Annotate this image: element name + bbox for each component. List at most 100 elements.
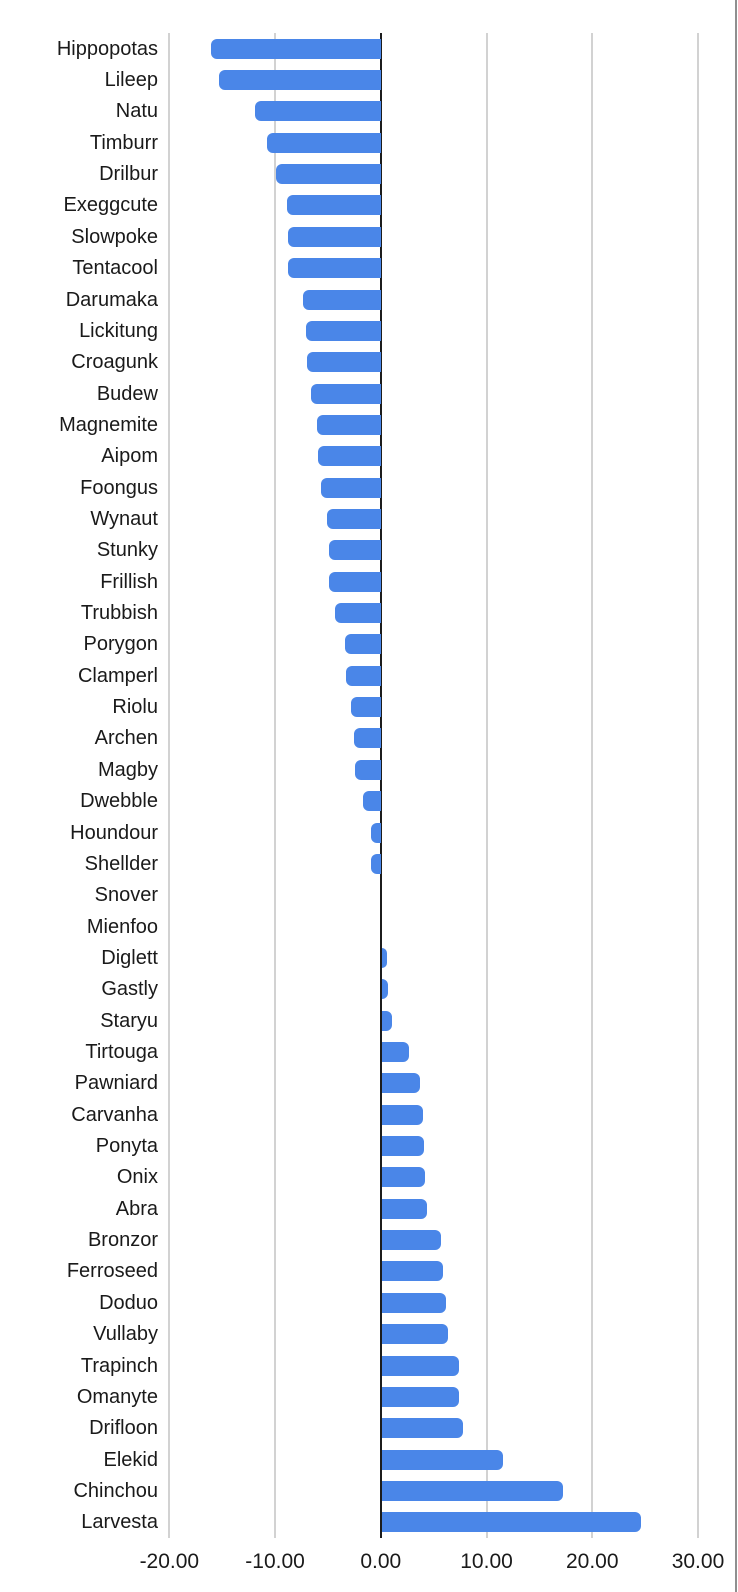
bar-chinchou (381, 1480, 563, 1501)
bar-carvanha (381, 1104, 424, 1125)
y-axis-label: Tentacool (72, 257, 158, 280)
y-axis-label: Budew (96, 382, 158, 405)
y-axis-label: Lileep (104, 69, 158, 92)
y-axis-label: Wynaut (90, 507, 158, 530)
y-axis-label: Ponyta (95, 1135, 158, 1158)
bar-magby (355, 759, 381, 780)
window-right-border (735, 0, 737, 1592)
bar-tentacool (287, 258, 381, 279)
y-axis-label: Snover (94, 884, 158, 907)
y-axis-label: Porygon (83, 633, 159, 656)
bar-staryu (381, 1010, 393, 1031)
x-axis-tick-label: 30.00 (671, 1550, 725, 1573)
bar-natu (254, 101, 381, 122)
bar-drifloon (381, 1418, 464, 1439)
y-axis-label: Croagunk (71, 351, 158, 374)
y-axis-label: Mienfoo (86, 915, 158, 938)
y-axis-label: Riolu (112, 696, 158, 719)
y-axis-label: Carvanha (71, 1103, 158, 1126)
x-axis-tick-label: -10.00 (245, 1550, 305, 1573)
y-axis-label: Trubbish (80, 602, 158, 625)
y-axis-label: Gastly (101, 978, 158, 1001)
y-axis-label: Omanyte (76, 1385, 158, 1408)
y-axis-label: Doduo (99, 1291, 158, 1314)
y-axis-label: Tirtouga (85, 1041, 158, 1063)
bar-bronzor (381, 1230, 441, 1251)
bar-foongus (320, 477, 381, 498)
y-axis-label: Pawniard (74, 1072, 158, 1095)
y-axis-label: Drilbur (99, 163, 158, 186)
x-axis-tick-label: 0.00 (360, 1550, 402, 1573)
y-axis-label: Diglett (101, 946, 158, 969)
y-axis-label: Archen (94, 727, 158, 750)
y-axis-label: Clamperl (77, 664, 158, 687)
bar-drilbur (276, 164, 381, 185)
bar-clamperl (345, 665, 381, 686)
y-axis-label: Slowpoke (71, 225, 158, 248)
gridline (696, 33, 699, 1538)
bar-vullaby (381, 1324, 449, 1345)
y-axis-label: Chinchou (73, 1479, 158, 1502)
y-axis-label: Exeggcute (63, 194, 158, 217)
y-axis-label: Stunky (96, 539, 158, 562)
y-axis-label: Dwebble (80, 790, 158, 813)
gridline (168, 33, 171, 1538)
bar-ferroseed (381, 1261, 444, 1282)
y-axis-label: Foongus (80, 476, 158, 499)
bar-slowpoke (287, 226, 381, 247)
bar-lileep (219, 70, 381, 91)
y-axis-label: Hippopotas (56, 37, 158, 60)
bar-trapinch (381, 1355, 459, 1376)
y-axis-label: Magby (97, 758, 158, 781)
y-axis-label: Staryu (100, 1009, 158, 1032)
y-axis-label: Onix (116, 1166, 158, 1189)
bar-porygon (344, 634, 381, 655)
y-axis-label: Natu (115, 100, 158, 123)
bar-frillish (328, 571, 381, 592)
y-axis-label: Elekid (103, 1448, 158, 1471)
y-axis-label: Vullaby (93, 1323, 158, 1346)
bar-houndour (371, 822, 381, 843)
y-axis-label: Ferroseed (66, 1260, 158, 1283)
gridline (591, 33, 594, 1538)
bar-timburr (266, 132, 381, 153)
bar-archen (354, 728, 381, 749)
bar-larvesta (381, 1512, 641, 1533)
bar-aipom (318, 446, 381, 467)
bar-lickitung (305, 320, 381, 341)
x-axis-tick-label: 20.00 (565, 1550, 619, 1573)
y-axis-label: Trapinch (80, 1354, 158, 1377)
y-axis-label: Larvesta (81, 1511, 158, 1534)
bar-pawniard (381, 1073, 420, 1094)
bar-omanyte (381, 1386, 459, 1407)
gridline (274, 33, 277, 1538)
bar-budew (311, 383, 381, 404)
bar-riolu (351, 697, 381, 718)
bar-wynaut (326, 508, 381, 529)
bar-abra (381, 1198, 428, 1219)
y-axis-label: Frillish (100, 570, 158, 593)
x-axis-tick-label: 10.00 (460, 1550, 513, 1573)
bar-ponyta (381, 1136, 425, 1157)
bar-hippopotas (210, 38, 381, 59)
bar-croagunk (306, 352, 381, 373)
y-axis-label: Houndour (70, 821, 158, 844)
gridline (485, 33, 488, 1538)
y-axis-label: Aipom (101, 445, 158, 468)
bar-diglett (381, 947, 388, 968)
zero-axis-line (379, 33, 382, 1538)
bar-gastly (381, 979, 389, 1000)
bar-darumaka (302, 289, 381, 310)
x-axis-tick-label: -20.00 (139, 1550, 200, 1573)
y-axis-label: Drifloon (89, 1417, 158, 1440)
y-axis-label: Lickitung (79, 319, 158, 342)
bar-onix (381, 1167, 426, 1188)
bar-elekid (381, 1449, 504, 1470)
bar-stunky (328, 540, 381, 561)
bar-shellder (371, 853, 381, 874)
bar-tirtouga (381, 1042, 410, 1062)
y-axis-label: Abra (115, 1197, 158, 1220)
y-axis-label: Shellder (84, 852, 158, 875)
bar-dwebble (362, 791, 381, 812)
